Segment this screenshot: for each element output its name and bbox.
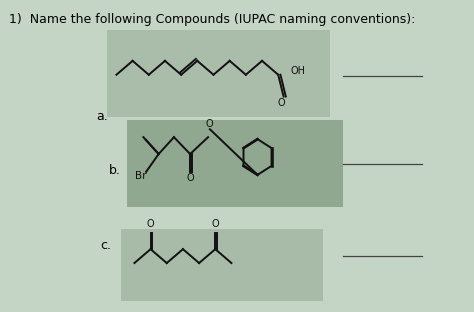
Text: O: O	[186, 173, 194, 183]
Text: OH: OH	[291, 66, 306, 76]
Text: O: O	[211, 219, 219, 229]
FancyBboxPatch shape	[127, 120, 343, 207]
FancyBboxPatch shape	[121, 229, 323, 301]
Text: Br: Br	[135, 171, 147, 181]
Text: b.: b.	[109, 164, 121, 177]
Text: O: O	[205, 119, 213, 129]
Text: 1)  Name the following Compounds (IUPAC naming conventions):: 1) Name the following Compounds (IUPAC n…	[9, 13, 415, 26]
Text: a.: a.	[97, 110, 109, 124]
Text: c.: c.	[100, 239, 111, 252]
Text: O: O	[278, 99, 286, 109]
FancyBboxPatch shape	[108, 30, 330, 117]
Text: O: O	[147, 219, 155, 229]
